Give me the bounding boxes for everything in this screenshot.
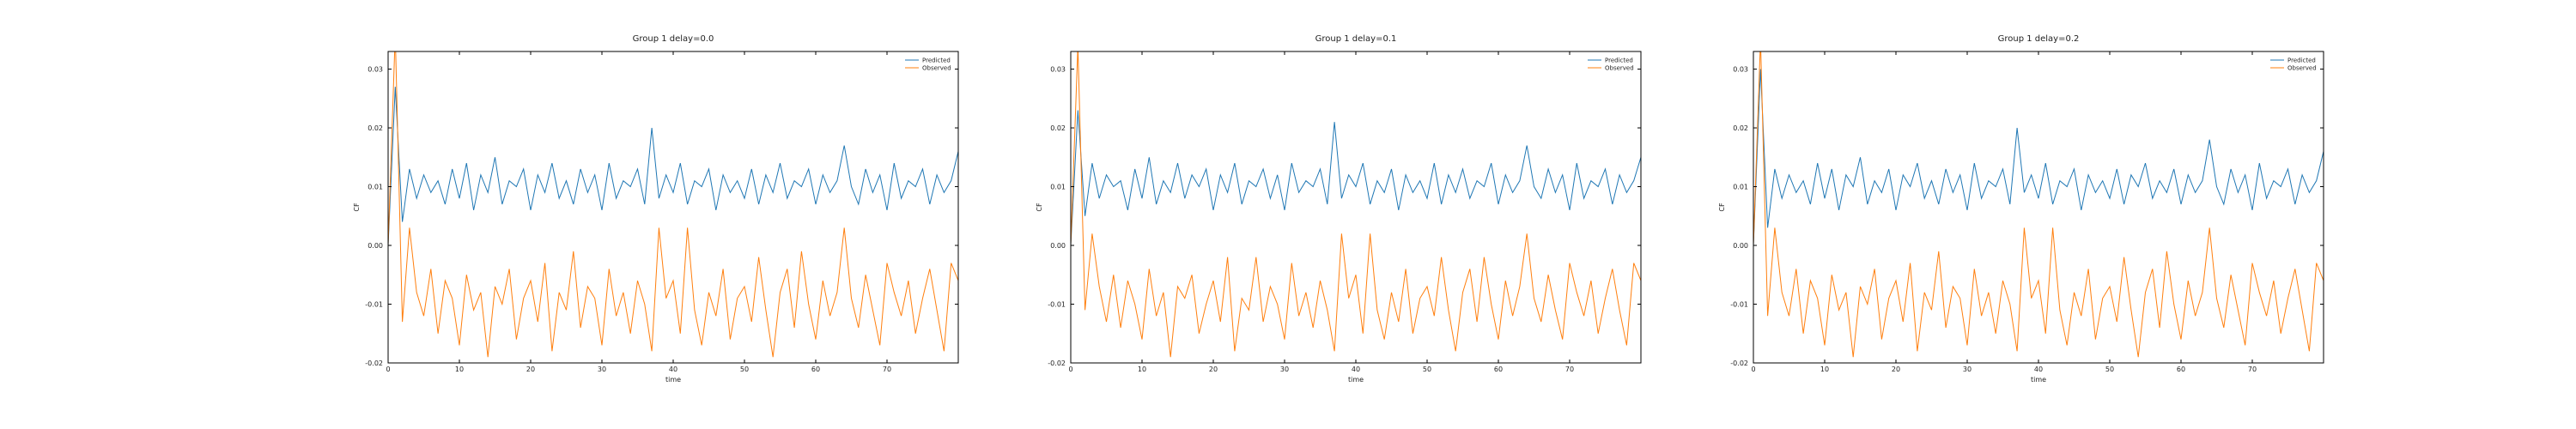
series-line-predicted — [1753, 69, 2324, 246]
y-tick-label: -0.02 — [1730, 360, 1748, 367]
y-tick-label: 0.00 — [1733, 242, 1748, 250]
x-tick-label: 60 — [811, 366, 820, 373]
x-tick-label: 70 — [1565, 366, 1574, 373]
x-tick-label: 0 — [1068, 366, 1072, 373]
legend-label: Predicted — [2287, 57, 2316, 64]
legend-label: Observed — [922, 65, 951, 72]
y-tick-label: 0.01 — [1733, 184, 1748, 191]
x-tick-label: 40 — [1352, 366, 1360, 373]
y-tick-label: 0.03 — [368, 66, 383, 74]
x-tick-label: 10 — [455, 366, 464, 373]
y-tick-label: 0.01 — [1050, 184, 1066, 191]
x-tick-label: 60 — [2177, 366, 2185, 373]
x-tick-label: 70 — [883, 366, 891, 373]
series-line-predicted — [388, 87, 958, 246]
chart-panel-2: Group 1 delay=0.2 0 10 20 30 40 50 60 70 -0.02 -0.… — [1718, 34, 2324, 384]
x-tick-label: 30 — [1280, 366, 1289, 373]
y-tick-label: 0.00 — [1050, 242, 1066, 250]
y-axis-label: CF — [1036, 202, 1043, 212]
legend-label: Observed — [2287, 65, 2317, 72]
legend-label: Observed — [1605, 65, 1634, 72]
y-axis-label: CF — [353, 202, 361, 212]
x-axis-label: time — [1348, 376, 1364, 384]
x-tick-label: 20 — [1209, 366, 1218, 373]
chart-title: Group 1 delay=0.0 — [633, 34, 714, 44]
plot-frame — [1070, 51, 1642, 364]
x-tick-label: 10 — [1820, 366, 1829, 373]
x-tick-label: 0 — [1751, 366, 1755, 373]
y-tick-label: 0.02 — [368, 124, 383, 132]
y-tick-label: -0.02 — [365, 360, 383, 367]
series-line-predicted — [1071, 110, 1641, 246]
x-tick-label: 60 — [1494, 366, 1503, 373]
series-line-observed — [1753, 51, 2324, 358]
y-tick-label: -0.02 — [1048, 360, 1066, 367]
legend-label: Predicted — [922, 57, 951, 64]
plot-frame — [1753, 51, 2324, 364]
series-line-observed — [1071, 51, 1641, 358]
y-tick-label: -0.01 — [365, 301, 383, 309]
chart-panel-0: Group 1 delay=0.0 0 10 20 30 40 50 60 70 -0.02 -0.… — [353, 34, 959, 384]
x-tick-label: 30 — [1963, 366, 1971, 373]
y-tick-label: -0.01 — [1730, 301, 1748, 309]
y-tick-label: 0.03 — [1733, 66, 1748, 74]
x-tick-label: 20 — [1892, 366, 1900, 373]
chart-panel-1: Group 1 delay=0.1 0 10 20 30 40 50 60 70 -0.02 -0.… — [1036, 34, 1642, 384]
y-tick-label: 0.00 — [368, 242, 383, 250]
x-tick-label: 40 — [669, 366, 677, 373]
x-axis-label: time — [2031, 376, 2046, 384]
x-tick-label: 30 — [598, 366, 606, 373]
y-tick-label: 0.02 — [1733, 124, 1748, 132]
y-tick-label: 0.01 — [368, 184, 383, 191]
chart-title: Group 1 delay=0.2 — [1998, 34, 2080, 44]
y-axis-label: CF — [1718, 202, 1726, 212]
plot-frame — [387, 51, 959, 364]
chart-title: Group 1 delay=0.1 — [1315, 34, 1397, 44]
x-tick-label: 50 — [1423, 366, 1431, 373]
legend-label: Predicted — [1605, 57, 1633, 64]
x-tick-label: 0 — [386, 366, 390, 373]
x-tick-label: 70 — [2248, 366, 2257, 373]
x-tick-label: 20 — [526, 366, 535, 373]
x-axis-label: time — [665, 376, 681, 384]
series-line-observed — [388, 51, 958, 358]
y-tick-label: 0.02 — [1050, 124, 1066, 132]
x-tick-label: 50 — [2105, 366, 2114, 373]
y-tick-label: -0.01 — [1048, 301, 1066, 309]
x-tick-label: 40 — [2034, 366, 2043, 373]
x-tick-label: 10 — [1138, 366, 1146, 373]
x-tick-label: 50 — [740, 366, 749, 373]
y-tick-label: 0.03 — [1050, 66, 1066, 74]
